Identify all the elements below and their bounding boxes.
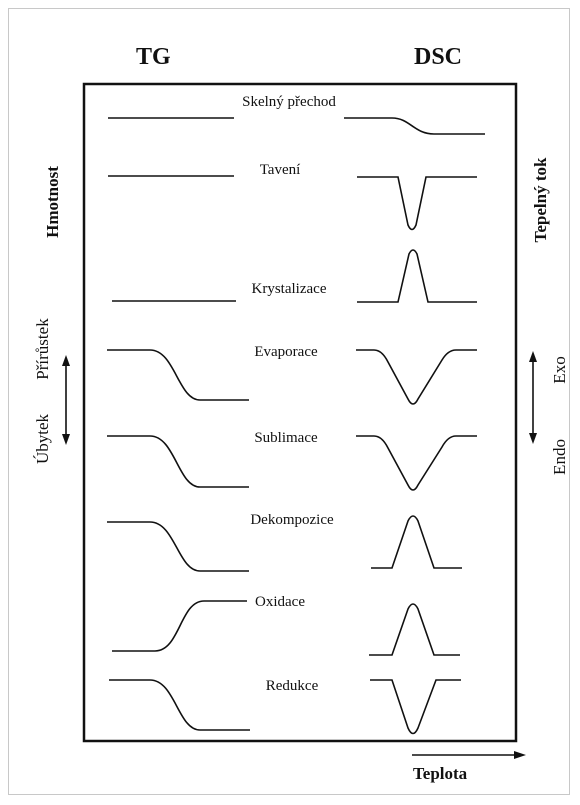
dsc-curve-glass-transition bbox=[344, 117, 485, 135]
dsc-column-header: DSC bbox=[414, 44, 463, 70]
row-label-oxidation: Oxidace bbox=[255, 594, 305, 610]
tg-curve-sublimation bbox=[107, 435, 249, 488]
diagram-box bbox=[82, 82, 518, 743]
dsc-curve-crystallization bbox=[357, 249, 477, 303]
tg-curve-evaporation bbox=[107, 349, 249, 401]
temperature-arrow bbox=[412, 751, 526, 759]
row-label-reduction: Redukce bbox=[265, 678, 319, 694]
dsc-curve-melting bbox=[357, 176, 477, 231]
row-label-evaporation: Evaporace bbox=[254, 344, 318, 360]
temperature-axis-label: Teplota bbox=[413, 764, 468, 783]
dsc-curve-oxidation bbox=[369, 603, 460, 656]
dsc-curve-evaporation bbox=[356, 349, 477, 405]
tg-curve-decomposition bbox=[107, 521, 249, 572]
row-label-sublimation: Sublimace bbox=[254, 430, 318, 446]
dsc-curve-reduction bbox=[370, 679, 461, 735]
dsc-curve-decomposition bbox=[371, 515, 462, 569]
tg-curve-oxidation bbox=[112, 600, 247, 652]
dsc-curve-sublimation bbox=[356, 435, 477, 491]
row-label-melting: Tavení bbox=[259, 162, 301, 178]
row-label-decomposition: Dekompozice bbox=[250, 512, 334, 528]
tg-column-header: TG bbox=[136, 44, 171, 70]
row-label-glass-transition: Skelný přechod bbox=[242, 94, 336, 110]
exo-endo-arrow bbox=[529, 351, 537, 444]
gain-loss-arrow bbox=[62, 355, 70, 445]
outer-frame bbox=[8, 8, 570, 795]
row-label-crystallization: Krystalizace bbox=[251, 281, 327, 297]
tg-curve-reduction bbox=[109, 679, 250, 731]
